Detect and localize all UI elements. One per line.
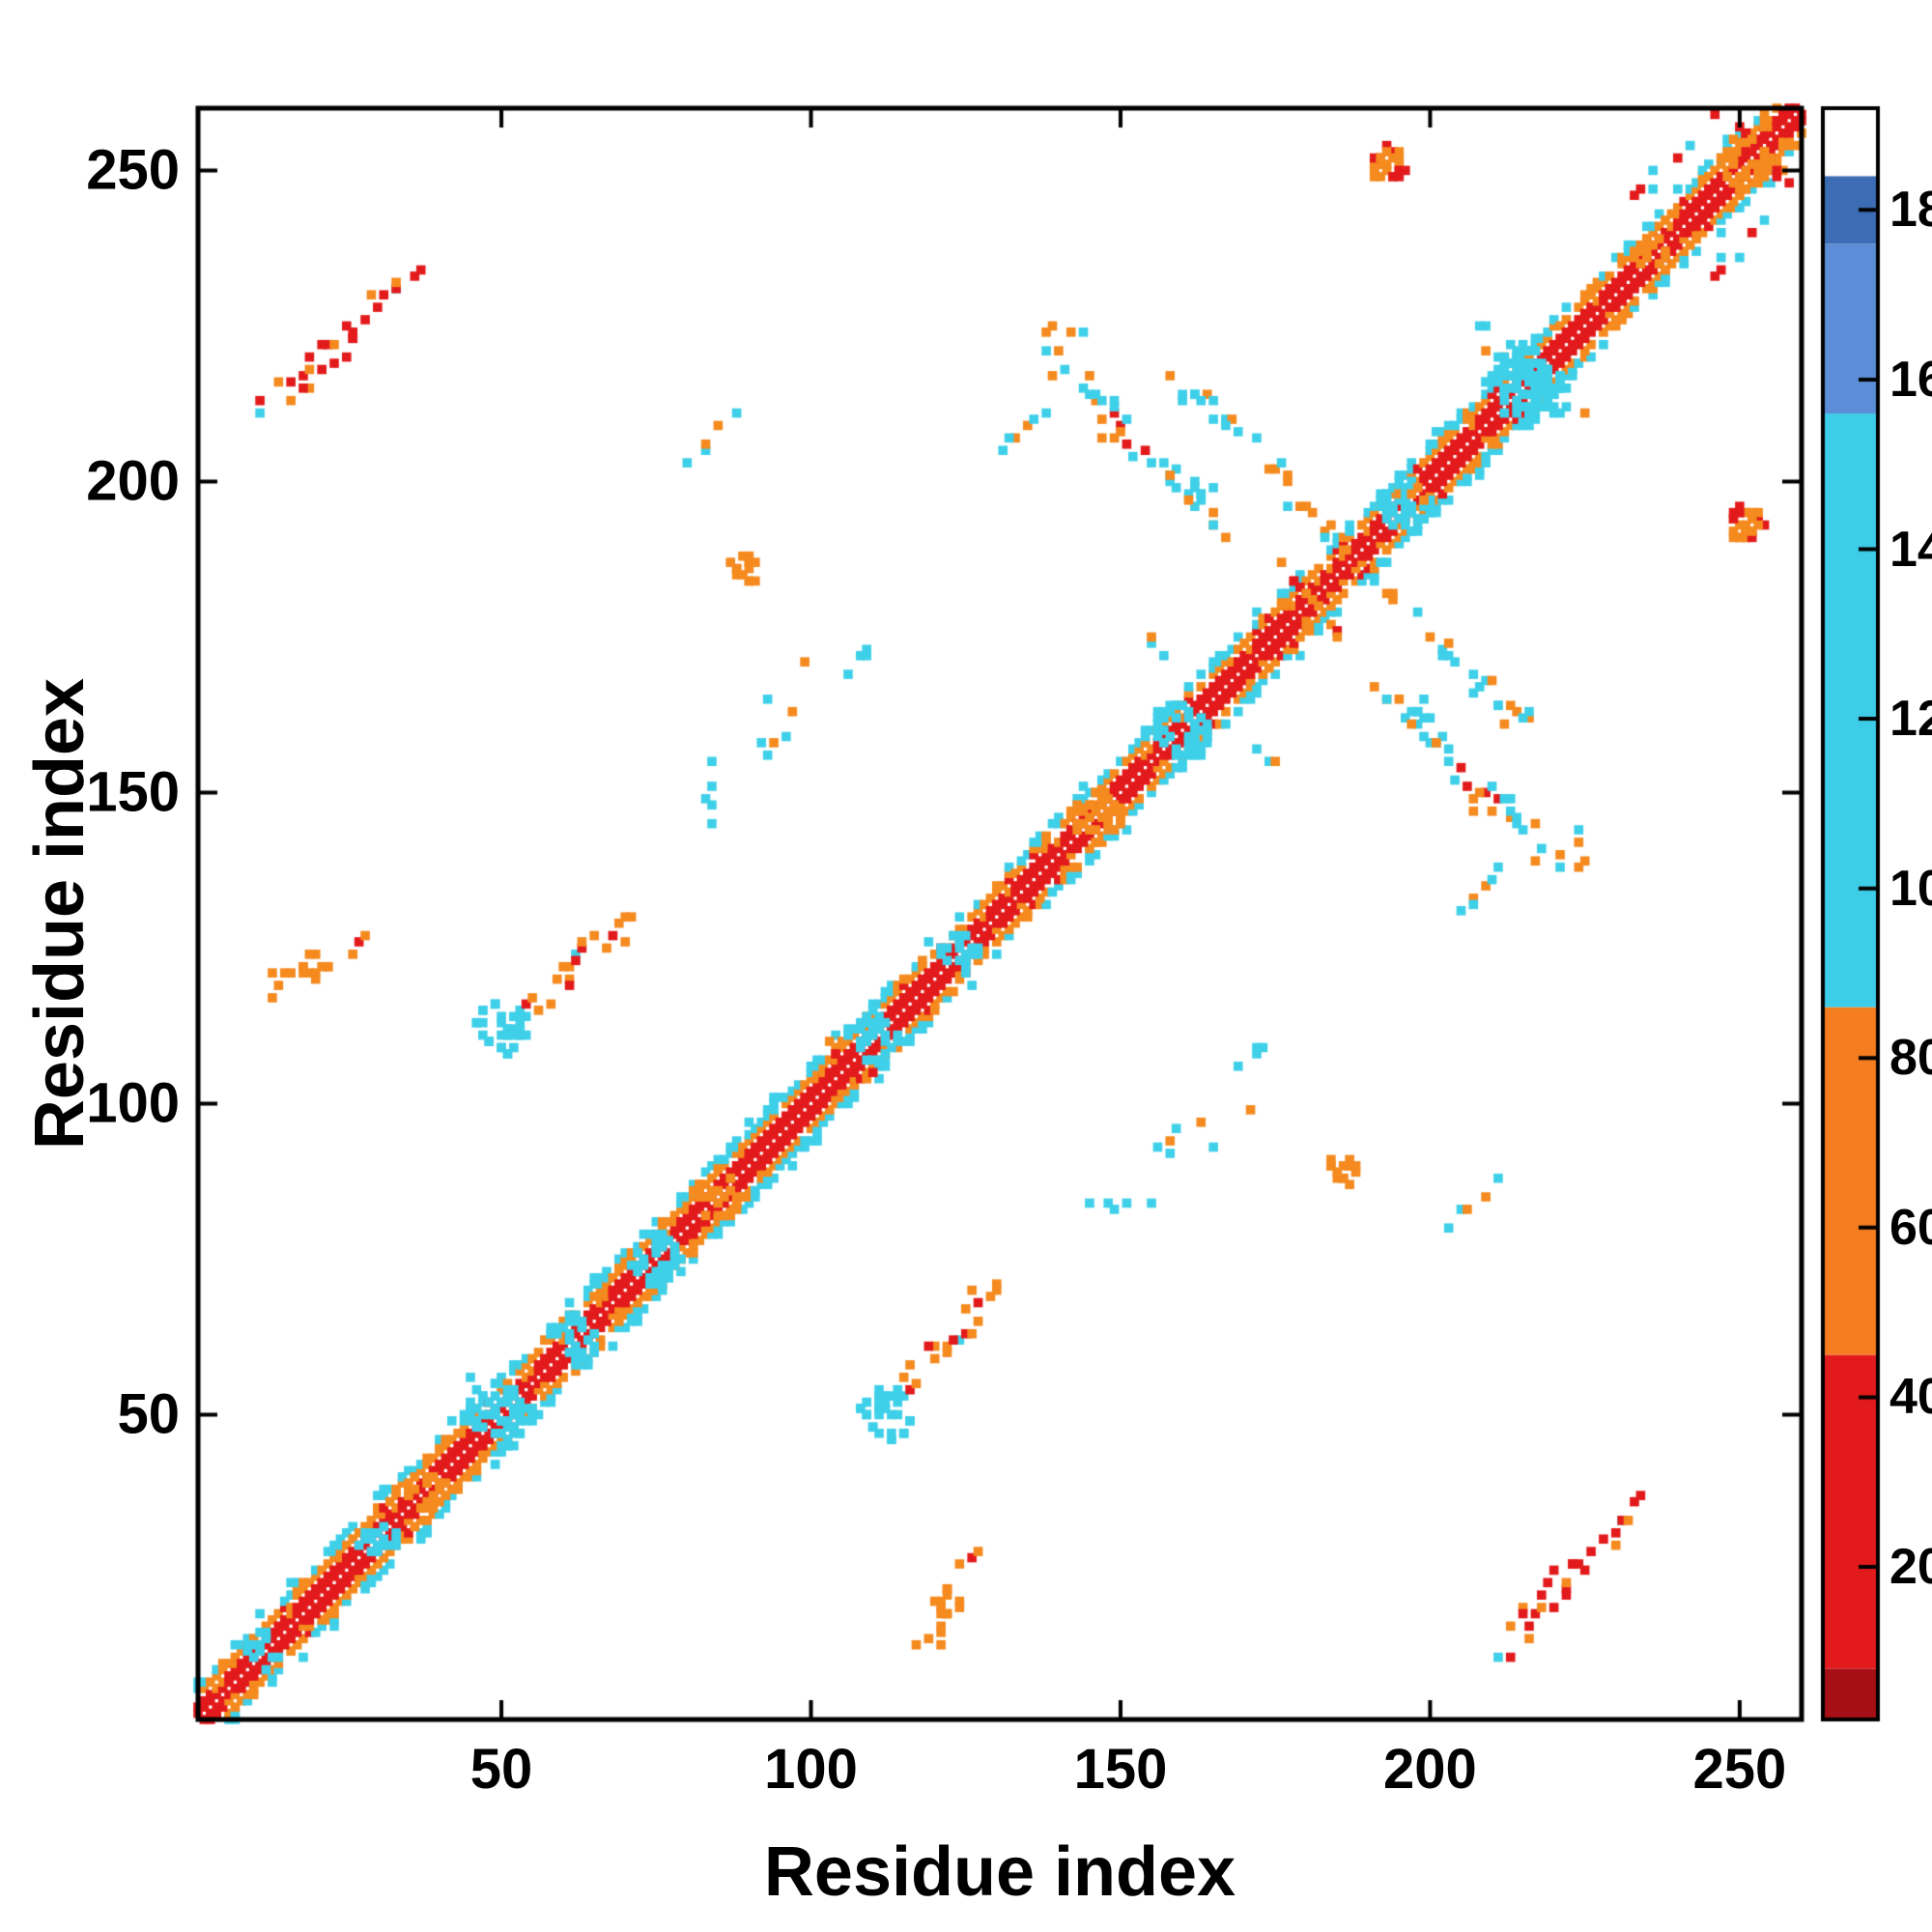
colorbar-tick-label: 100 <box>1889 860 1932 917</box>
colorbar-tick-label: 40 <box>1889 1369 1932 1426</box>
y-tick-label: 200 <box>86 449 180 513</box>
colorbar-tick-label: 140 <box>1889 521 1932 578</box>
colorbar-tick-label: 180 <box>1889 182 1932 239</box>
x-tick-label: 50 <box>469 1738 533 1801</box>
x-axis-title: Residue index <box>763 1833 1236 1911</box>
colorbar-tick-label: 120 <box>1889 691 1932 748</box>
x-tick-label: 200 <box>1383 1738 1477 1801</box>
y-tick-label: 50 <box>117 1382 180 1446</box>
y-tick-label: 150 <box>86 760 180 824</box>
colorbar-tick-label: 20 <box>1889 1538 1932 1595</box>
x-tick-label: 100 <box>764 1738 858 1801</box>
colorbar-tick-label: 160 <box>1889 351 1932 408</box>
y-tick-label: 100 <box>86 1071 180 1135</box>
y-tick-label: 250 <box>86 138 180 202</box>
colorbar-tick-label: 80 <box>1889 1030 1932 1087</box>
x-tick-label: 150 <box>1073 1738 1168 1801</box>
x-tick-label: 250 <box>1692 1738 1787 1801</box>
colorbar-tick-label: 60 <box>1889 1199 1932 1256</box>
